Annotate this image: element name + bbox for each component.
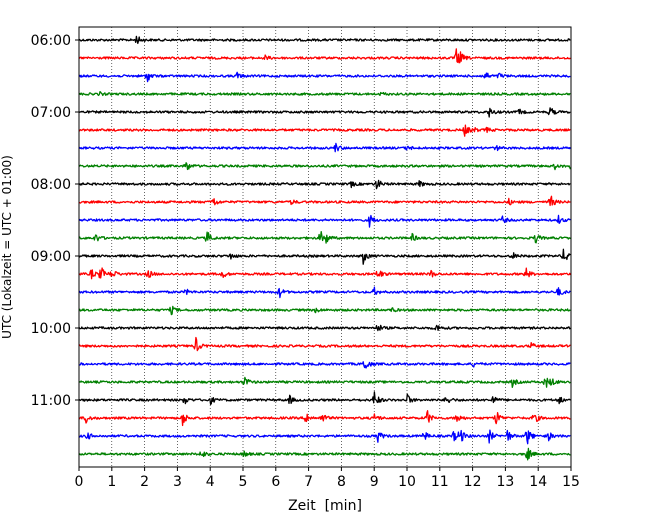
x-tick-label: 2 [140,474,149,490]
x-tick-label: 6 [271,474,280,490]
y-tick-label: 10:00 [31,321,71,337]
x-tick-label: 5 [239,474,248,490]
trace-line [78,336,571,352]
trace-1045 [78,376,571,388]
trace-line [78,324,571,332]
trace-0830 [78,214,571,228]
trace-line [78,48,571,64]
trace-line [78,391,571,406]
trace-0800 [78,179,571,190]
trace-0745 [78,162,572,171]
trace-line [78,248,571,265]
trace-0630 [78,71,571,83]
trace-1130 [78,429,571,445]
x-tick-label: 1 [107,474,116,490]
trace-line [78,91,571,97]
trace-line [78,429,571,445]
plot-frame [78,26,572,468]
trace-line [78,376,571,388]
x-tick-label: 11 [431,474,449,490]
x-tick-label: 13 [496,474,514,490]
x-tick-label: 15 [562,474,580,490]
trace-line [78,305,571,316]
x-tick-label: 0 [75,474,84,490]
y-axis-ticks: 06:00 07:00 08:00 09:00 10:00 11:00 [31,33,79,409]
trace-0915 [78,267,572,280]
trace-line [78,286,571,299]
trace-1015 [78,336,571,352]
trace-line [78,447,571,461]
trace-0900 [78,248,571,265]
trace-line [78,267,572,280]
trace-1100 [78,391,571,406]
x-tick-label: 10 [398,474,416,490]
trace-line [78,361,571,369]
trace-line [78,230,571,244]
y-axis-label: UTC (Lokalzeit = UTC + 01:00) [0,155,14,339]
trace-0845 [78,230,571,244]
x-axis-label: Zeit [min] [288,498,362,514]
y-tick-label: 11:00 [31,393,71,409]
y-tick-label: 08:00 [31,177,71,193]
trace-line [78,124,571,137]
x-tick-label: 8 [337,474,346,490]
trace-1115 [78,410,571,427]
trace-line [78,142,571,153]
trace-line [78,214,571,228]
x-tick-label: 4 [206,474,215,490]
x-tick-label: 3 [173,474,182,490]
trace-0730 [78,142,571,153]
trace-line [78,195,571,207]
x-tick-label: 7 [304,474,313,490]
trace-line [78,35,571,45]
trace-line [78,410,571,427]
trace-1145 [78,447,571,461]
trace-line [78,71,571,83]
x-axis-ticks: 0 1 2 3 4 5 6 7 8 9 10 11 12 13 14 15 [75,467,580,490]
trace-0715 [78,124,571,137]
x-tick-label: 9 [370,474,379,490]
trace-line [78,179,571,190]
trace-0615 [78,48,571,64]
trace-line [78,107,571,118]
x-tick-label: 12 [464,474,482,490]
trace-1030 [78,361,571,369]
y-tick-label: 07:00 [31,105,71,121]
trace-0600 [78,35,571,45]
trace-1000 [78,324,571,332]
seismic-traces [78,35,572,461]
trace-0700 [78,107,571,118]
trace-0815 [78,195,571,207]
trace-line [78,162,572,171]
y-tick-label: 09:00 [31,249,71,265]
trace-0645 [78,91,571,97]
trace-0930 [78,286,571,299]
x-tick-label: 14 [529,474,547,490]
trace-0945 [78,305,571,316]
y-tick-label: 06:00 [31,33,71,49]
